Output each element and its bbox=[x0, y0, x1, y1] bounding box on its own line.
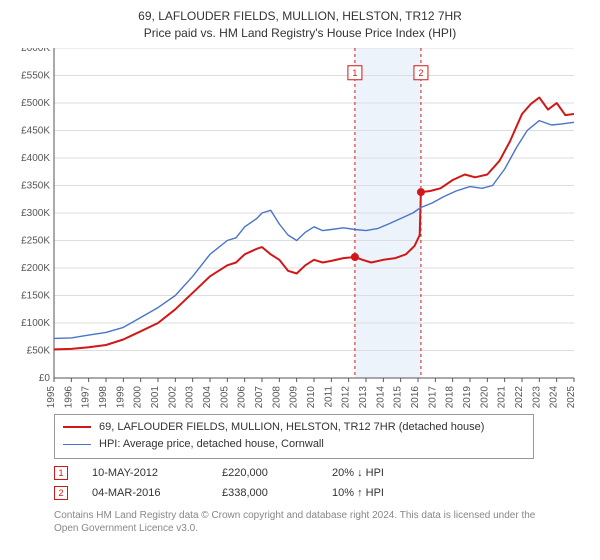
x-tick-label: 2019 bbox=[462, 385, 473, 407]
event-row-marker: 1 bbox=[54, 466, 68, 480]
event-row: 2 04-MAR-2016£338,00010% ↑ HPI bbox=[54, 483, 534, 503]
x-tick-label: 2022 bbox=[514, 385, 525, 407]
x-tick-label: 2008 bbox=[271, 385, 282, 407]
event-delta: 20% ↓ HPI bbox=[332, 467, 534, 479]
x-tick-label: 1999 bbox=[115, 385, 126, 407]
x-tick-label: 2001 bbox=[150, 385, 161, 407]
x-tick-label: 2020 bbox=[479, 385, 490, 407]
x-tick-label: 2002 bbox=[167, 385, 178, 407]
y-tick-label: £550K bbox=[21, 70, 50, 81]
x-tick-label: 2003 bbox=[185, 385, 196, 407]
event-marker-label: 1 bbox=[352, 67, 357, 77]
legend-item: HPI: Average price, detached house, Corn… bbox=[63, 436, 525, 454]
legend-swatch bbox=[63, 444, 91, 445]
x-tick-label: 2013 bbox=[358, 385, 369, 407]
chart-title-line2: Price paid vs. HM Land Registry's House … bbox=[10, 25, 590, 42]
y-tick-label: £0 bbox=[39, 373, 51, 384]
series-property_price bbox=[54, 97, 574, 349]
series-hpi_cornwall bbox=[54, 120, 574, 338]
chart-title-line1: 69, LAFLOUDER FIELDS, MULLION, HELSTON, … bbox=[10, 8, 590, 25]
x-tick-label: 2021 bbox=[497, 385, 508, 407]
x-tick-label: 2017 bbox=[427, 385, 438, 407]
y-tick-label: £400K bbox=[21, 153, 50, 164]
x-tick-label: 2011 bbox=[323, 385, 334, 407]
event-row: 1 10-MAY-2012£220,00020% ↓ HPI bbox=[54, 463, 534, 483]
x-tick-label: 2005 bbox=[219, 385, 230, 407]
y-tick-label: £300K bbox=[21, 208, 50, 219]
event-marker-label: 2 bbox=[418, 67, 423, 77]
y-tick-label: £200K bbox=[21, 263, 50, 274]
x-tick-label: 2014 bbox=[375, 385, 386, 407]
x-tick-label: 1995 bbox=[46, 385, 57, 407]
y-tick-label: £150K bbox=[21, 290, 50, 301]
sale-events-table: 1 10-MAY-2012£220,00020% ↓ HPI 2 04-MAR-201… bbox=[54, 463, 534, 503]
x-tick-label: 2012 bbox=[341, 385, 352, 407]
y-tick-label: £50K bbox=[27, 345, 51, 356]
event-price: £338,000 bbox=[222, 487, 332, 499]
x-tick-label: 2009 bbox=[289, 385, 300, 407]
event-delta: 10% ↑ HPI bbox=[332, 487, 534, 499]
x-tick-label: 2024 bbox=[549, 385, 560, 407]
x-tick-label: 2004 bbox=[202, 385, 213, 407]
sale-marker-dot bbox=[351, 253, 359, 261]
chart-plot-area: £0 £50K £100K £150K £200K £250K £300K £350K £400… bbox=[10, 48, 590, 408]
y-tick-label: £100K bbox=[21, 318, 50, 329]
x-tick-label: 2007 bbox=[254, 385, 265, 407]
event-price: £220,000 bbox=[222, 467, 332, 479]
event-date: 04-MAR-2016 bbox=[92, 487, 222, 499]
x-tick-label: 2016 bbox=[410, 385, 421, 407]
legend-item: 69, LAFLOUDER FIELDS, MULLION, HELSTON, … bbox=[63, 419, 525, 437]
attribution-footer: Contains HM Land Registry data © Crown c… bbox=[54, 509, 544, 535]
event-row-marker: 2 bbox=[54, 486, 68, 500]
sale-marker-dot bbox=[417, 188, 425, 196]
y-tick-label: £600K bbox=[21, 48, 50, 54]
x-tick-label: 1997 bbox=[81, 385, 92, 407]
x-tick-label: 1998 bbox=[98, 385, 109, 407]
x-tick-label: 2010 bbox=[306, 385, 317, 407]
legend-swatch bbox=[63, 426, 91, 428]
x-tick-label: 2025 bbox=[566, 385, 577, 407]
chart-container: 69, LAFLOUDER FIELDS, MULLION, HELSTON, … bbox=[0, 0, 600, 560]
legend-label: HPI: Average price, detached house, Corn… bbox=[99, 436, 324, 454]
event-date: 10-MAY-2012 bbox=[92, 467, 222, 479]
y-tick-label: £450K bbox=[21, 125, 50, 136]
x-tick-label: 2018 bbox=[445, 385, 456, 407]
x-tick-label: 2015 bbox=[393, 385, 404, 407]
legend-label: 69, LAFLOUDER FIELDS, MULLION, HELSTON, … bbox=[99, 419, 484, 437]
line-chart-svg: £0 £50K £100K £150K £200K £250K £300K £350K £400… bbox=[10, 48, 590, 408]
x-tick-label: 2023 bbox=[531, 385, 542, 407]
y-tick-label: £250K bbox=[21, 235, 50, 246]
y-tick-label: £500K bbox=[21, 98, 50, 109]
x-tick-label: 2006 bbox=[237, 385, 248, 407]
x-tick-label: 2000 bbox=[133, 385, 144, 407]
y-tick-label: £350K bbox=[21, 180, 50, 191]
legend: 69, LAFLOUDER FIELDS, MULLION, HELSTON, … bbox=[54, 414, 534, 459]
x-tick-label: 1996 bbox=[63, 385, 74, 407]
